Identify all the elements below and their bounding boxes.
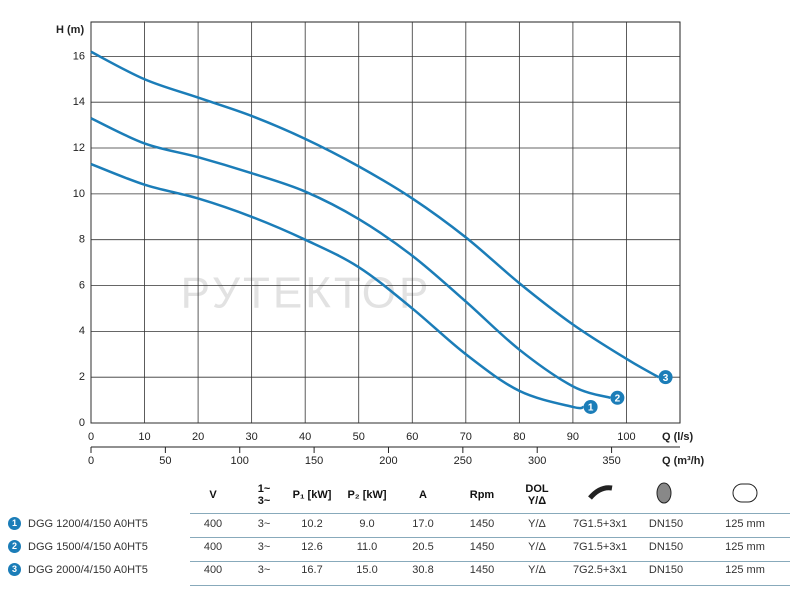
cable-icon	[588, 485, 613, 500]
spec-cell: 125 mm	[725, 541, 765, 553]
spec-cell: 1450	[469, 518, 495, 530]
x-tick-label: 0	[88, 431, 94, 443]
y-tick-label: 16	[73, 50, 85, 62]
row-marker: 3	[8, 563, 21, 576]
x2-tick-label: 100	[231, 455, 249, 467]
header-cell: Rpm	[469, 489, 495, 501]
x-tick-label: 30	[246, 431, 258, 443]
curve	[90, 117, 611, 399]
header-cell: V	[209, 489, 217, 501]
x2-tick-label: 200	[379, 455, 397, 467]
curve-marker	[583, 399, 598, 414]
row-line	[190, 513, 790, 514]
model-name: DGG 1500/4/150 A0HT5	[28, 541, 148, 553]
spec-cell: 400	[203, 518, 223, 530]
spec-cell: Y/Δ	[528, 518, 546, 530]
x-tick-label: 20	[192, 431, 204, 443]
curve-marker	[658, 370, 673, 385]
x-axis-label: Q (l/s)	[662, 431, 694, 443]
spec-cell: 11.0	[356, 541, 378, 553]
spec-cell: 30.8	[412, 564, 434, 576]
y-tick-label: 10	[73, 188, 85, 200]
x2-tick-label: 150	[305, 455, 323, 467]
x-tick-label: 90	[567, 431, 579, 443]
x2-tick-label: 300	[528, 455, 546, 467]
diameter-icon	[732, 483, 758, 503]
spec-cell: 16.7	[301, 564, 323, 576]
plot-area	[90, 21, 681, 424]
y-axis-label: H (m)	[56, 24, 84, 36]
spec-cell: DN150	[648, 541, 684, 553]
spec-cell: DN150	[648, 564, 684, 576]
header-cell: A	[419, 489, 427, 501]
row-line	[190, 561, 790, 562]
flange-icon	[656, 482, 672, 504]
spec-cell: DN150	[648, 518, 684, 530]
spec-cell: 9.0	[359, 518, 375, 530]
header-cell: DOL Y/Δ	[525, 483, 549, 507]
x2-tick-label: 350	[602, 455, 620, 467]
x2-tick-label: 250	[454, 455, 472, 467]
spec-cell: 7G1.5+3x1	[572, 541, 628, 553]
x-tick-label: 60	[406, 431, 418, 443]
spec-cell: 400	[203, 541, 223, 553]
spec-cell: 3~	[257, 564, 271, 576]
header-cell: P₂ [kW]	[347, 489, 387, 501]
y-tick-label: 0	[79, 417, 85, 429]
x-tick-label: 80	[513, 431, 525, 443]
spec-cell: 12.6	[301, 541, 323, 553]
spec-cell: 7G1.5+3x1	[572, 518, 628, 530]
curve-label: 1	[588, 403, 594, 414]
model-name: DGG 2000/4/150 A0HT5	[28, 564, 148, 576]
y-tick-label: 4	[79, 325, 85, 337]
curve-marker	[610, 390, 625, 405]
row-marker: 2	[8, 540, 21, 553]
row-marker: 1	[8, 517, 21, 530]
spec-cell: 3~	[257, 518, 271, 530]
spec-cell: 3~	[257, 541, 271, 553]
row-line	[190, 585, 790, 586]
row-line	[190, 537, 790, 538]
x-tick-label: 70	[460, 431, 472, 443]
spec-cell: 20.5	[412, 541, 434, 553]
y-tick-label: 8	[79, 234, 85, 246]
x2-tick-label: 50	[159, 455, 171, 467]
watermark: РУТЕКТОР	[181, 269, 432, 318]
model-name: DGG 1200/4/150 A0HT5	[28, 518, 148, 530]
spec-cell: Y/Δ	[528, 564, 546, 576]
spec-cell: 1450	[469, 541, 495, 553]
x-tick-label: 100	[617, 431, 635, 443]
x-tick-label: 40	[299, 431, 311, 443]
x-tick-label: 10	[138, 431, 150, 443]
curve-label: 2	[615, 393, 621, 404]
x2-axis-label: Q (m³/h)	[662, 455, 704, 467]
x2-tick-label: 0	[88, 455, 94, 467]
y-tick-label: 2	[79, 371, 85, 383]
spec-cell: 17.0	[412, 518, 434, 530]
y-tick-label: 6	[79, 279, 85, 291]
spec-cell: Y/Δ	[528, 541, 546, 553]
header-cell: 1~ 3~	[257, 483, 271, 507]
curve	[90, 50, 660, 379]
spec-cell: 1450	[469, 564, 495, 576]
curve-label: 3	[663, 373, 669, 384]
curve	[90, 162, 584, 410]
header-cell: P₁ [kW]	[292, 489, 332, 501]
header-icons	[588, 482, 758, 504]
spec-cell: 15.0	[356, 564, 378, 576]
spec-cell: 7G2.5+3x1	[572, 564, 628, 576]
spec-cell: 125 mm	[725, 564, 765, 576]
spec-cell: 10.2	[301, 518, 323, 530]
y-tick-label: 12	[73, 142, 85, 154]
x-tick-label: 50	[353, 431, 365, 443]
spec-cell: 400	[203, 564, 223, 576]
y-tick-label: 14	[73, 96, 85, 108]
spec-cell: 125 mm	[725, 518, 765, 530]
